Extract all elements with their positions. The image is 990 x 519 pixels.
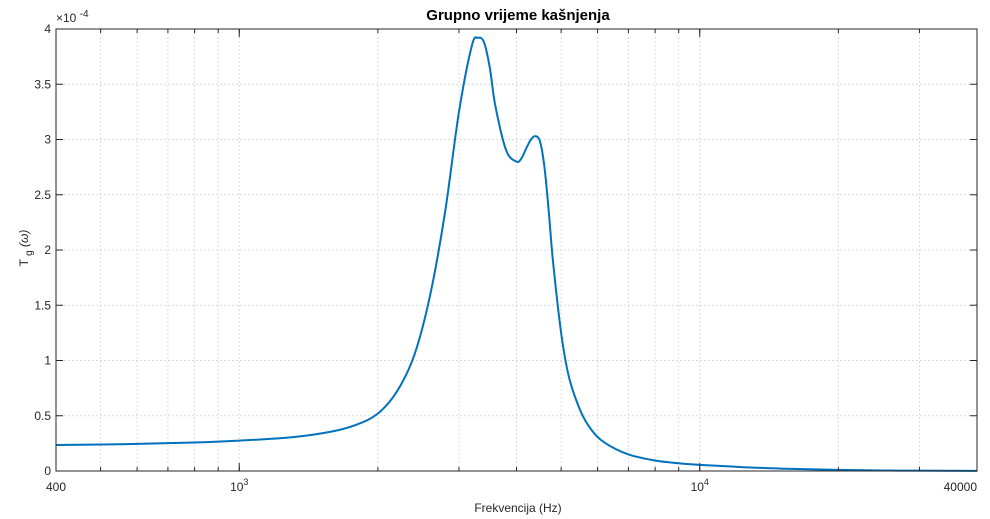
grid bbox=[56, 29, 977, 471]
x-tick-label-power: 3 bbox=[243, 477, 248, 487]
y-tick-label: 0 bbox=[44, 464, 51, 478]
y-tick-label: 3.5 bbox=[34, 77, 51, 91]
y-axis-label-sub: g bbox=[24, 250, 35, 256]
y-exponent-power: -4 bbox=[80, 9, 89, 20]
y-tick-label: 1.5 bbox=[34, 298, 51, 312]
x-tick-label-power: 4 bbox=[704, 477, 709, 487]
x-axis-label: Frekvencija (Hz) bbox=[474, 501, 561, 515]
series-layer bbox=[55, 36, 978, 472]
tick-marks bbox=[55, 28, 978, 472]
x-tick-label: 103 bbox=[230, 477, 248, 494]
y-axis-label: T g (ω) bbox=[17, 230, 35, 267]
y-tick-label: 0.5 bbox=[34, 409, 51, 423]
group-delay-series-line bbox=[55, 36, 978, 472]
x-tick-label: 40000 bbox=[944, 480, 978, 494]
x-tick-label: 400 bbox=[46, 480, 66, 494]
y-tick-label: 2.5 bbox=[34, 188, 51, 202]
y-tick-label: 2 bbox=[44, 243, 51, 257]
y-tick-label: 4 bbox=[44, 22, 51, 36]
x-tick-label-base: 10 bbox=[691, 480, 705, 494]
y-axis-label-arg: (ω) bbox=[17, 230, 31, 247]
y-exponent-base: ×10 bbox=[56, 11, 77, 25]
y-tick-label: 3 bbox=[44, 133, 51, 147]
x-tick-label: 104 bbox=[691, 477, 709, 494]
y-exponent-label: ×10 -4 bbox=[56, 9, 89, 25]
y-axis-label-base: T bbox=[17, 258, 31, 266]
y-tick-label: 1 bbox=[44, 354, 51, 368]
chart-title: Grupno vrijeme kašnjenja bbox=[426, 7, 610, 24]
x-tick-label-base: 10 bbox=[230, 480, 244, 494]
